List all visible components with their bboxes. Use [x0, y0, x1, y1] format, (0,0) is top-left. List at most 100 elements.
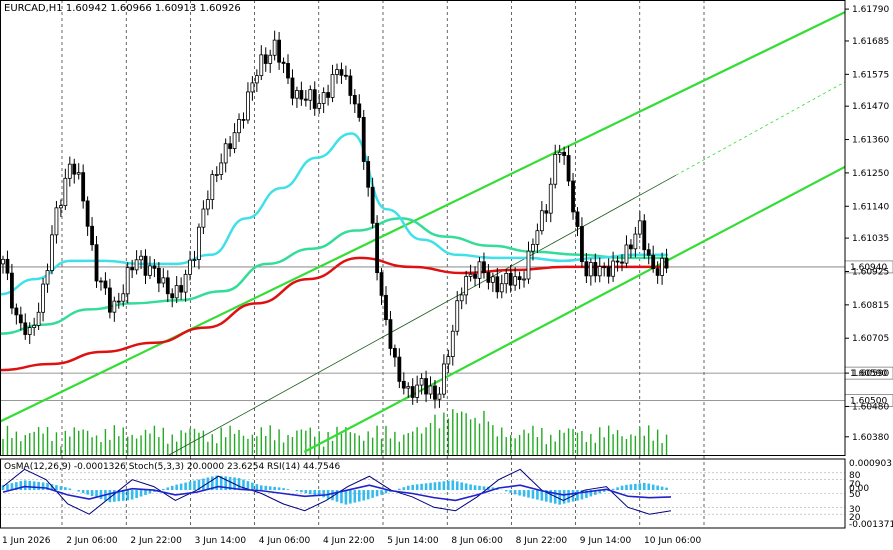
candle-body — [482, 261, 486, 274]
candle-body — [183, 273, 188, 293]
candle-body — [624, 244, 629, 264]
indicator-tick-label: 20 — [849, 513, 861, 523]
candle-body — [633, 233, 638, 250]
candle-body — [646, 249, 651, 256]
candle-body — [522, 278, 526, 281]
channel-upper — [0, 11, 846, 423]
y-tick-label: 1.61470 — [852, 102, 889, 112]
y-tick-label: 1.60705 — [852, 334, 889, 344]
candle-body — [174, 285, 179, 299]
candle-body — [375, 222, 379, 274]
candle-body — [455, 300, 460, 332]
candle-body — [655, 268, 660, 276]
volume-bars — [2, 409, 668, 455]
candle-body — [548, 183, 553, 214]
candle-body — [446, 356, 451, 365]
candle-body — [419, 378, 424, 386]
candle-body — [228, 143, 233, 149]
candle-body — [241, 119, 246, 121]
candle-body — [58, 205, 63, 209]
candle-body — [459, 294, 464, 302]
candle-body — [23, 322, 28, 335]
horizontal-levels: 1.60940 1.60590 1.60500 — [0, 260, 893, 407]
candle-body — [642, 220, 647, 251]
candle-body — [237, 119, 241, 134]
price-frame — [0, 0, 846, 456]
candle-body — [602, 266, 607, 268]
candle-body — [188, 259, 192, 275]
level-label: 1.60500 — [850, 396, 887, 406]
candle-body — [629, 244, 633, 250]
candle-body — [99, 280, 103, 283]
y-tick-label: 1.61250 — [852, 169, 889, 179]
candle-body — [156, 267, 161, 284]
candle-body — [143, 255, 148, 276]
candle-body — [148, 265, 152, 276]
candle-body — [571, 180, 575, 213]
y-tick-label: 1.60590 — [852, 369, 889, 379]
indicator-tick-label: 0.00 — [849, 484, 869, 494]
candle-body — [437, 393, 442, 400]
candle-body — [384, 294, 388, 321]
candle-body — [441, 363, 446, 395]
candle-body — [134, 259, 139, 271]
indicator-tick-label: 30 — [849, 505, 861, 515]
indicator-tick-label: -0.001371 — [849, 520, 893, 530]
candle-body — [27, 327, 32, 335]
moving-averages — [0, 132, 669, 372]
candle-body — [18, 314, 23, 324]
candle-body — [637, 220, 642, 235]
candle-body — [526, 250, 531, 280]
candle-body — [584, 261, 589, 277]
y-tick-label: 1.61790 — [852, 5, 889, 15]
candle-body — [357, 103, 362, 118]
candle-body — [486, 272, 491, 283]
candle-body — [81, 172, 86, 202]
candle-body — [410, 386, 415, 398]
regression-channel — [0, 11, 846, 456]
candle-body — [326, 92, 330, 98]
ma-red-line — [0, 256, 668, 372]
candle-body — [41, 283, 45, 313]
candle-body — [67, 163, 72, 179]
candle-body — [424, 378, 428, 395]
candle-body — [557, 151, 562, 155]
candle-body — [210, 174, 215, 200]
candle-body — [14, 307, 19, 316]
candle-body — [553, 153, 558, 185]
candle-body — [214, 174, 219, 176]
candle-body — [10, 272, 14, 309]
candle-body — [433, 385, 437, 400]
candle-body — [130, 267, 135, 271]
y-tick-label: 1.60480 — [852, 402, 889, 412]
indicator-panel: OsMA(12,26,9) -0.0001326 Stoch(5,3,3) 20… — [0, 459, 893, 530]
x-tick-label: 9 Jun 14:00 — [580, 536, 632, 546]
y-tick-label: 1.61685 — [852, 37, 889, 47]
candle-body — [72, 163, 77, 175]
candle-body — [517, 276, 522, 281]
candle-body — [201, 208, 206, 228]
x-tick-label: 8 Jun 22:00 — [516, 536, 568, 546]
candle-body — [295, 90, 299, 99]
candlesticks — [1, 30, 669, 409]
candle-body — [5, 258, 10, 274]
candle-body — [192, 259, 197, 261]
candle-body — [544, 210, 549, 214]
x-tick-label: 4 Jun 06:00 — [259, 536, 311, 546]
candle-body — [660, 257, 664, 276]
candle-body — [290, 77, 295, 99]
candle-body — [495, 276, 500, 293]
candle-body — [107, 287, 112, 313]
level-label: 1.60940 — [850, 263, 887, 273]
candle-body — [246, 91, 250, 121]
chart-title: EURCAD,H1 1.60942 1.60966 1.60913 1.6092… — [4, 3, 241, 14]
candle-body — [580, 226, 584, 263]
candle-body — [170, 293, 175, 299]
candle-body — [197, 226, 201, 260]
candle-body — [1, 258, 5, 265]
candle-body — [205, 199, 210, 210]
candle-body — [392, 348, 397, 358]
ma-teal-line — [0, 217, 668, 335]
candle-body — [344, 74, 348, 77]
candle-body — [272, 39, 277, 56]
